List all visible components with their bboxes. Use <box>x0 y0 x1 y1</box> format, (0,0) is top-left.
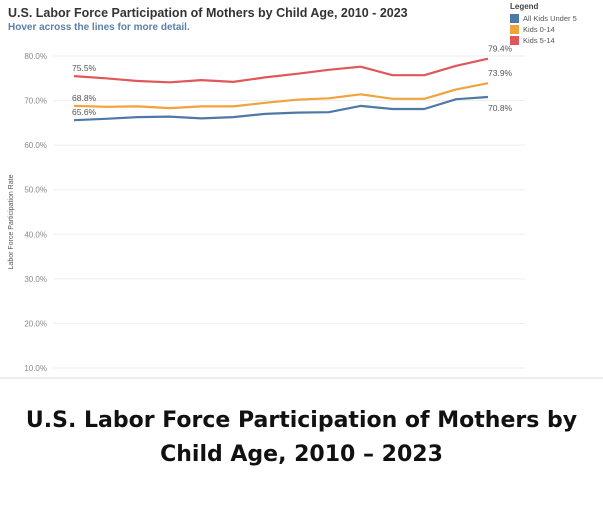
end-value-label: 79.4% <box>488 44 513 54</box>
y-tick-label: 20.0% <box>24 319 47 328</box>
series-line-kids-5-14[interactable] <box>73 57 489 84</box>
end-value-label: 73.9% <box>488 68 513 78</box>
end-value-label: 70.8% <box>488 103 513 113</box>
legend-swatch <box>510 14 519 23</box>
series-lines[interactable] <box>73 57 489 122</box>
legend-item-all-kids-under-5[interactable]: All Kids Under 5 <box>510 13 577 24</box>
chart-title: U.S. Labor Force Participation of Mother… <box>8 6 408 20</box>
y-axis: 10.0% 20.0% 30.0% 40.0% 50.0% 60.0% 70.0% 80.0% <box>24 52 47 373</box>
start-value-label: 68.8% <box>72 93 97 103</box>
caption: U.S. Labor Force Participation of Mother… <box>0 404 603 472</box>
legend-item-kids-0-14[interactable]: Kids 0-14 <box>510 24 577 35</box>
y-tick-label: 60.0% <box>24 141 47 150</box>
chart-subtitle: Hover across the lines for more detail. <box>8 22 190 33</box>
series-line-kids-0-14[interactable] <box>73 82 489 110</box>
start-value-label: 65.6% <box>72 107 97 117</box>
start-value-label: 75.5% <box>72 63 97 73</box>
legend-swatch <box>510 25 519 34</box>
y-tick-label: 80.0% <box>24 52 47 61</box>
legend-label: Kids 5-14 <box>523 36 555 45</box>
grid-lines <box>53 55 525 369</box>
y-tick-label: 30.0% <box>24 275 47 284</box>
legend-label: All Kids Under 5 <box>523 14 577 23</box>
caption-line-1: U.S. Labor Force Participation of Mother… <box>25 408 578 433</box>
y-tick-label: 70.0% <box>24 97 47 106</box>
y-axis-title: Labor Force Participation Rate <box>8 174 15 269</box>
legend-label: Kids 0-14 <box>523 25 555 34</box>
legend-swatch <box>510 36 519 45</box>
caption-line-2: Child Age, 2010 – 2023 <box>160 442 443 467</box>
series-line-all-kids-under-5[interactable] <box>73 95 489 122</box>
legend-title: Legend <box>510 2 539 11</box>
y-tick-label: 50.0% <box>24 186 47 195</box>
legend: Legend All Kids Under 5 Kids 0-14 Kids 5… <box>510 2 577 46</box>
data-labels: 65.6% 70.8% 68.8% 73.9% 75.5% 79.4% <box>72 44 513 118</box>
line-chart[interactable]: 10.0% 20.0% 30.0% 40.0% 50.0% 60.0% 70.0% 80.0%… <box>0 0 603 400</box>
y-tick-label: 10.0% <box>24 364 47 373</box>
legend-item-kids-5-14[interactable]: Kids 5-14 <box>510 35 577 46</box>
y-tick-label: 40.0% <box>24 230 47 239</box>
